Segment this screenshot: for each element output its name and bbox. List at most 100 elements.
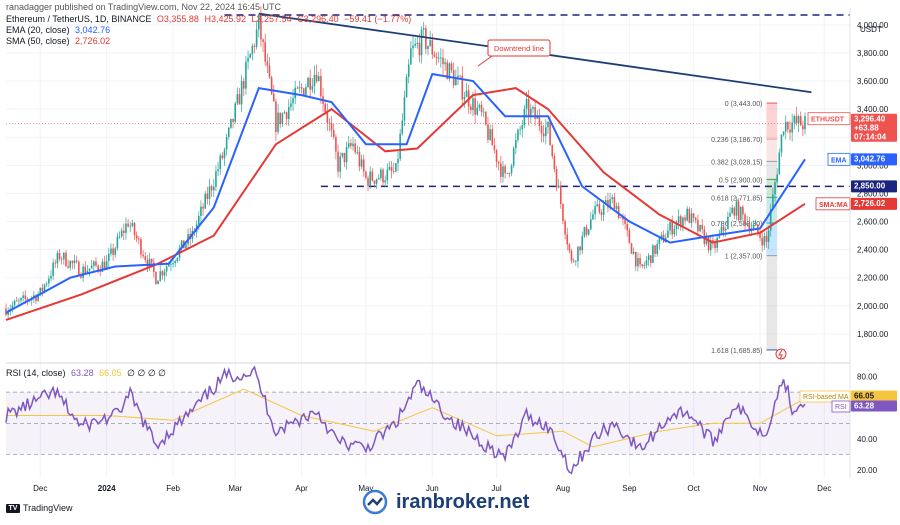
candle-body	[159, 271, 162, 281]
candle-body	[724, 228, 727, 231]
rsi-tick-label: 40.00	[857, 435, 878, 444]
candle	[257, 14, 260, 38]
candle-body	[262, 39, 264, 43]
candle-body	[341, 152, 344, 157]
candle-body	[553, 156, 556, 170]
candle	[360, 154, 363, 170]
candle-body	[804, 116, 806, 130]
candle-body	[731, 207, 733, 214]
candle-body	[305, 87, 307, 96]
candle	[515, 133, 517, 155]
candle-body	[97, 265, 99, 271]
candle	[482, 107, 485, 118]
candle	[82, 263, 84, 283]
candle-body	[294, 87, 296, 99]
candle	[707, 236, 710, 254]
sma-price-tag-box	[851, 197, 897, 210]
candle-body	[797, 116, 800, 124]
candle-body	[594, 206, 596, 215]
candle-body	[388, 167, 391, 170]
candle	[405, 73, 408, 98]
candle	[120, 227, 123, 238]
candle	[371, 168, 374, 182]
candle-body	[292, 98, 294, 104]
candle	[587, 228, 590, 236]
candle	[63, 252, 65, 265]
candle-body	[144, 256, 147, 261]
candle	[658, 237, 661, 250]
candle-body	[358, 152, 361, 167]
candle-body	[125, 223, 127, 233]
ema-name: EMA	[831, 157, 847, 164]
candle	[138, 235, 140, 245]
candle-body	[407, 64, 410, 77]
fib-zone	[766, 161, 778, 180]
candle-body	[570, 250, 573, 261]
candle-body	[611, 197, 614, 200]
candle-body	[354, 143, 356, 153]
candle-body	[684, 217, 686, 221]
tradingview-brand: TradingView	[23, 503, 73, 513]
candle	[457, 66, 459, 85]
candle	[615, 202, 618, 212]
candle-body	[52, 262, 54, 276]
ema-price-tag-box	[851, 153, 897, 166]
candle	[566, 227, 569, 251]
rsi-legend[interactable]: RSI (14, close) 63.28 66.05 ∅ ∅ ∅ ∅	[6, 368, 169, 379]
candle	[470, 103, 472, 115]
downtrend: Downtrend line	[258, 12, 812, 94]
candle-body	[675, 223, 678, 230]
candle	[142, 249, 144, 259]
candle-body	[311, 85, 314, 90]
candle-body	[557, 185, 560, 188]
candle-body	[782, 131, 785, 135]
ema-legend[interactable]: EMA (20, close) 3,042.76	[6, 25, 113, 36]
candle-body	[210, 186, 213, 191]
price-tick-label: 3,000.00	[857, 161, 889, 170]
candle-body	[405, 76, 408, 98]
candle-body	[690, 213, 693, 223]
candle-body	[367, 178, 369, 186]
candle-body	[232, 118, 234, 122]
candle-body	[769, 209, 772, 231]
candle-body	[709, 240, 712, 251]
candle	[506, 172, 509, 175]
price-tick-label: 2,600.00	[857, 218, 889, 227]
candle-body	[579, 246, 581, 251]
candle	[701, 218, 703, 234]
candle	[339, 152, 341, 179]
candle-body	[313, 74, 316, 86]
candle-body	[84, 266, 87, 274]
candle-body	[223, 149, 226, 159]
time-tick-label: Jun	[426, 484, 439, 493]
candle	[52, 258, 54, 280]
candle	[129, 221, 132, 233]
candle-body	[763, 236, 766, 246]
candle	[223, 147, 226, 167]
candle	[493, 138, 496, 154]
candle	[545, 119, 547, 145]
rsi-ma-value-tag-box	[851, 390, 897, 402]
candle-body	[257, 14, 260, 30]
candle	[242, 77, 245, 96]
candle-body	[7, 311, 9, 315]
candle	[465, 82, 468, 98]
candle	[69, 260, 72, 271]
candle	[264, 33, 266, 67]
candle-body	[716, 237, 718, 249]
candle-body	[285, 112, 288, 119]
candle-body	[26, 298, 29, 301]
candle-body	[585, 227, 588, 235]
candle-body	[268, 65, 271, 78]
candle-body	[435, 56, 438, 59]
tradingview-logo[interactable]: TV TradingView	[6, 503, 73, 513]
tradingview-icon: TV	[6, 503, 20, 513]
candle	[669, 220, 671, 235]
symbol-name[interactable]: Ethereum / TetherUS, 1D, BINANCE	[6, 14, 152, 24]
candle-body	[774, 182, 776, 195]
candle-body	[320, 76, 322, 97]
price-tick-label: 3,400.00	[857, 105, 889, 114]
sma-legend[interactable]: SMA (50, close) 2,726.02	[6, 36, 113, 47]
candle-body	[350, 143, 352, 147]
